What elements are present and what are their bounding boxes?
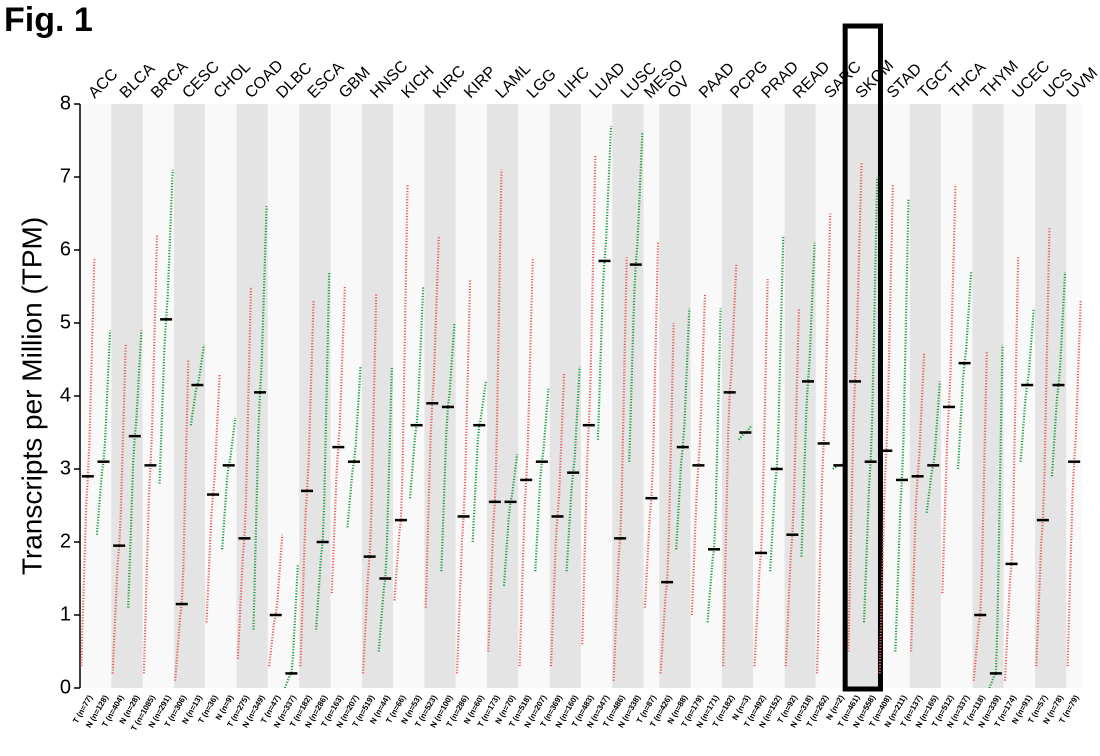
band [299,104,331,688]
y-tick-label: 5 [60,311,71,333]
dot-spread [690,293,707,616]
band [142,104,174,688]
band [659,104,691,688]
band [424,104,456,688]
dot-spread [518,257,534,667]
cancer-label: KIRP [461,63,499,101]
band [1035,104,1067,688]
dot-spread [158,169,174,484]
dot-spread [847,162,863,652]
band [753,104,785,688]
band [173,104,206,688]
band [643,104,660,688]
band [1003,104,1036,688]
y-tick-label: 4 [60,384,71,406]
dot-spread [956,271,973,470]
band [612,104,644,688]
dot-spread [612,257,628,681]
band [815,104,848,688]
cancer-label: LAML [493,60,535,102]
band [847,104,879,688]
band [972,104,1004,688]
dot-spread [941,184,957,594]
dot-spread [1003,257,1020,681]
dot-spread [832,460,847,470]
band [393,104,425,688]
highlight-box [842,23,883,692]
y-tick-label: 1 [60,603,71,625]
figure-label: Fig. 1 [4,1,93,39]
dot-spread [596,125,613,440]
band [361,104,394,688]
band [690,104,722,688]
dot-spread [346,366,362,528]
band [111,104,143,688]
dot-spread [252,206,268,630]
dot-spread [189,344,206,426]
band [518,104,550,688]
band [941,104,973,688]
dot-spread [393,184,409,601]
dot-spread [174,359,190,681]
dot-spread [800,242,816,557]
band [549,104,581,688]
y-tick-label: 0 [60,676,71,698]
y-tick-label: 6 [60,238,71,260]
dot-spread [299,301,315,667]
dot-spread [988,344,1004,689]
dot-spread [549,374,566,667]
dot-spread [205,374,221,623]
cancer-label: LIHC [555,64,593,102]
band [267,104,300,688]
dot-spread [440,322,456,572]
dot-spread [722,264,738,667]
dot-spread [737,424,753,441]
y-tick-label: 2 [60,530,71,552]
cancer-label: KIRC [430,63,469,102]
cancer-label: ACC [85,66,121,102]
dot-spread [1019,308,1035,462]
dot-spread [487,169,503,652]
band [80,104,112,688]
band [721,104,754,688]
y-axis-label: Transcripts per Million (TPM) [16,217,47,575]
y-tick-label: 8 [60,92,71,114]
cancer-label: BLCA [117,60,159,102]
band [909,104,942,688]
band [1066,104,1082,688]
band [205,104,237,688]
band [236,104,268,688]
dot-spread [878,184,894,674]
band [581,104,613,688]
y-tick-label: 3 [60,457,71,479]
band [487,104,519,688]
dot-spread [972,352,988,681]
band [784,104,816,688]
band [330,104,362,688]
dot-spread [675,308,691,550]
dot-spread [784,308,801,667]
band [455,104,488,688]
cancer-label: UVM [1064,65,1100,102]
dot-spread [283,563,300,689]
dot-spread [1050,271,1067,477]
y-tick-label: 7 [60,165,71,187]
